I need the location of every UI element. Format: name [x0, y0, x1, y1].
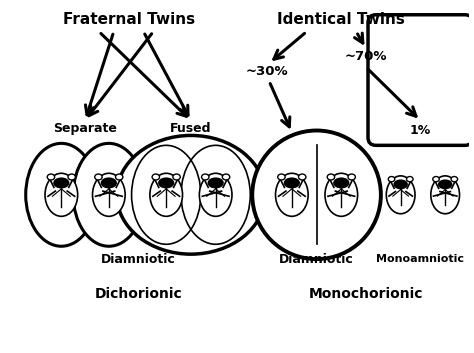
- Ellipse shape: [394, 180, 407, 189]
- Ellipse shape: [117, 136, 265, 254]
- Text: Fused: Fused: [170, 122, 212, 135]
- Ellipse shape: [386, 176, 415, 214]
- Ellipse shape: [150, 173, 182, 216]
- Ellipse shape: [173, 174, 180, 180]
- Ellipse shape: [325, 173, 357, 216]
- FancyBboxPatch shape: [368, 15, 473, 145]
- Ellipse shape: [208, 178, 223, 188]
- Ellipse shape: [73, 143, 145, 246]
- Ellipse shape: [299, 174, 306, 180]
- Text: Diamniotic: Diamniotic: [279, 253, 354, 265]
- Text: Monochorionic: Monochorionic: [309, 287, 423, 301]
- Ellipse shape: [388, 176, 395, 182]
- Ellipse shape: [407, 176, 413, 182]
- Ellipse shape: [159, 178, 173, 188]
- Text: Identical Twins: Identical Twins: [277, 12, 405, 27]
- Ellipse shape: [431, 176, 459, 214]
- Ellipse shape: [95, 174, 102, 180]
- Text: Dichorionic: Dichorionic: [95, 287, 182, 301]
- Ellipse shape: [101, 178, 116, 188]
- Ellipse shape: [45, 173, 78, 216]
- Ellipse shape: [327, 174, 335, 180]
- Text: Fraternal Twins: Fraternal Twins: [63, 12, 195, 27]
- Text: Separate: Separate: [53, 122, 117, 135]
- Ellipse shape: [334, 178, 349, 188]
- Text: ~30%: ~30%: [246, 65, 288, 78]
- Ellipse shape: [26, 143, 97, 246]
- Ellipse shape: [451, 176, 457, 182]
- Text: Diamniotic: Diamniotic: [101, 253, 176, 265]
- Ellipse shape: [68, 174, 75, 180]
- Ellipse shape: [275, 173, 308, 216]
- Ellipse shape: [201, 174, 209, 180]
- Ellipse shape: [252, 131, 381, 259]
- Text: Monoamniotic: Monoamniotic: [376, 254, 465, 264]
- Ellipse shape: [222, 174, 230, 180]
- Ellipse shape: [284, 178, 299, 188]
- Text: ~70%: ~70%: [345, 50, 387, 63]
- Ellipse shape: [200, 173, 232, 216]
- Ellipse shape: [278, 174, 285, 180]
- Ellipse shape: [433, 176, 439, 182]
- Ellipse shape: [47, 174, 55, 180]
- Ellipse shape: [438, 180, 452, 189]
- Text: 1%: 1%: [410, 124, 431, 137]
- Ellipse shape: [152, 174, 160, 180]
- Ellipse shape: [92, 173, 125, 216]
- Ellipse shape: [116, 174, 123, 180]
- Ellipse shape: [54, 178, 69, 188]
- Ellipse shape: [348, 174, 356, 180]
